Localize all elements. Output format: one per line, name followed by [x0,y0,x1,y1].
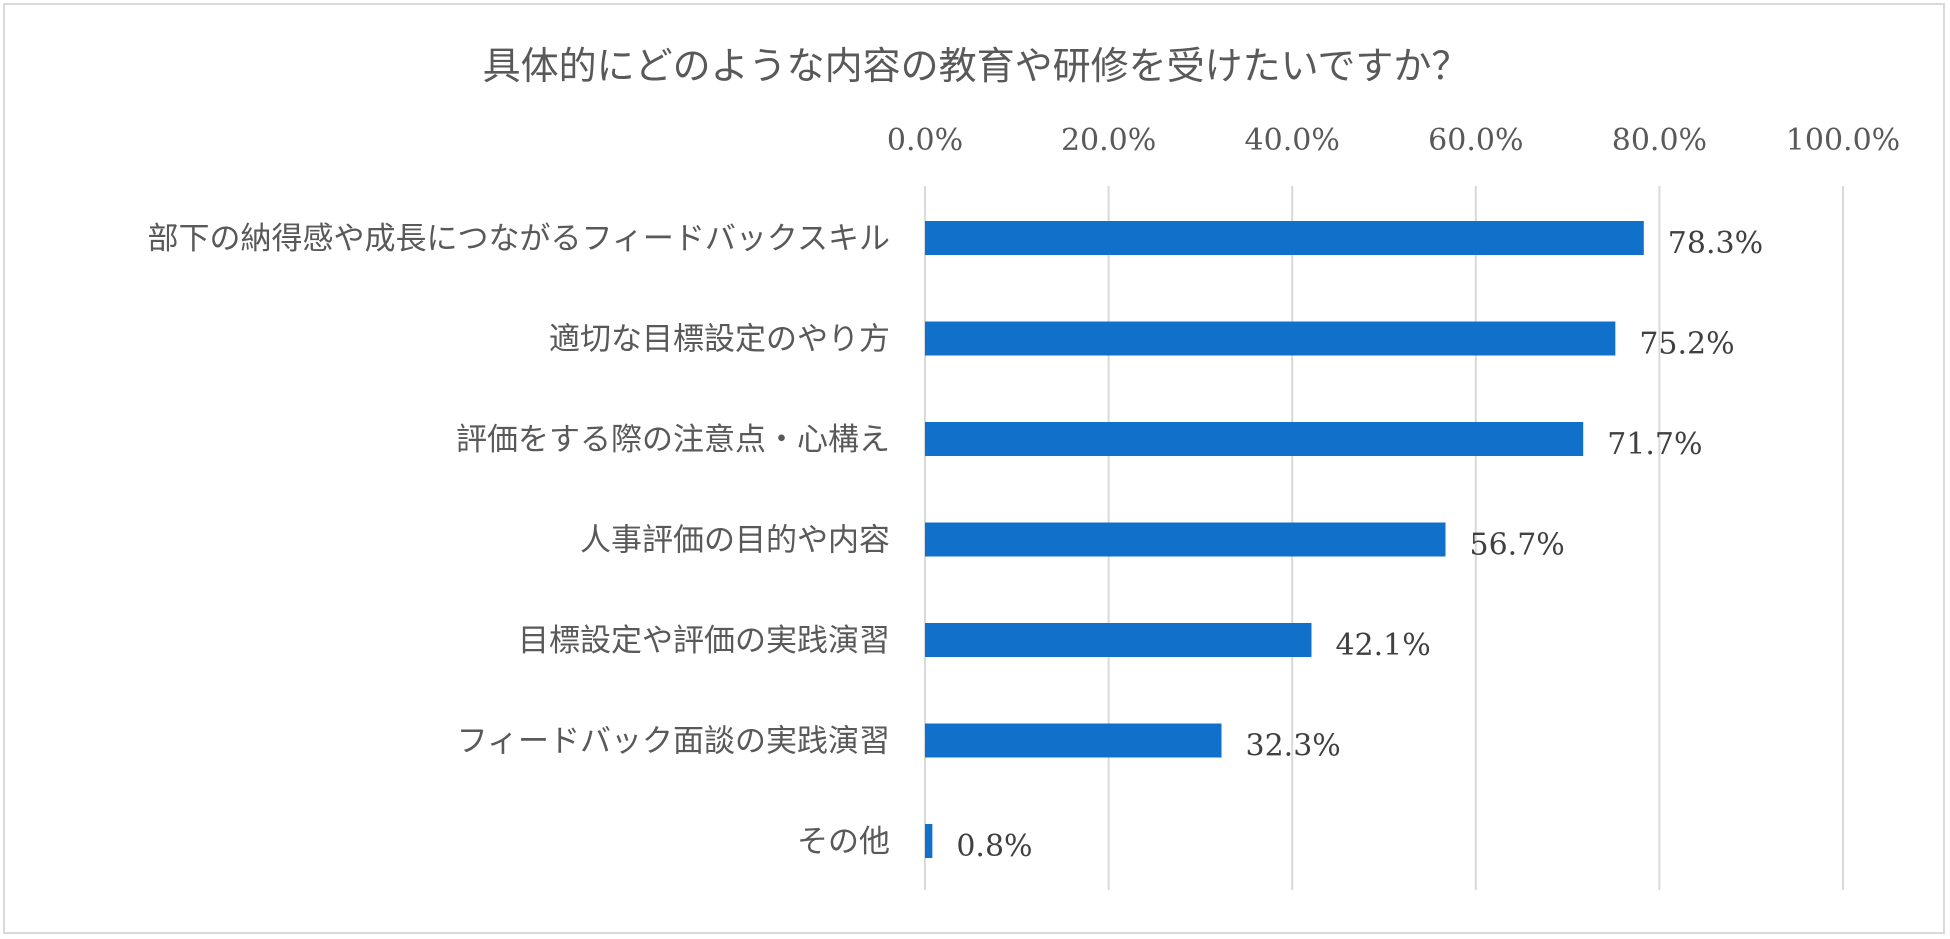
chart-frame: 具体的にどのような内容の教育や研修を受けたいですか？ [3,3,1945,934]
category-label: 目標設定や評価の実践演習 [518,623,890,659]
data-label: 42.1% [1335,628,1430,663]
data-label: 0.8% [956,829,1032,864]
category-label: 人事評価の目的や内容 [580,523,890,559]
bar [925,321,1616,356]
x-tick-label: 20.0% [1061,123,1156,158]
x-tick-label: 40.0% [1245,123,1340,158]
category-label: 適切な目標設定のやり方 [549,322,890,358]
bar [925,824,933,858]
chart-title: 具体的にどのような内容の教育や研修を受けたいですか？ [482,44,1470,88]
x-tick-label: 60.0% [1428,123,1523,158]
x-tick-label: 100.0% [1786,123,1900,158]
bar [925,723,1222,758]
data-label: 71.7% [1607,427,1702,462]
category-label: フィードバック面談の実践演習 [457,724,890,760]
x-tick-label: 0.0% [887,123,963,158]
category-label: その他 [797,824,890,860]
data-label: 32.3% [1246,729,1341,764]
data-label: 75.2% [1639,327,1734,362]
category-label: 評価をする際の注意点・心構え [456,422,890,458]
data-label: 56.7% [1470,528,1565,563]
bar [925,221,1644,255]
category-label: 部下の納得感や成長につながるフィードバックスキル [148,221,890,257]
bar [925,522,1446,557]
bar [925,422,1584,456]
x-tick-label: 80.0% [1612,123,1707,158]
bar [925,623,1312,657]
data-label: 78.3% [1668,226,1763,261]
